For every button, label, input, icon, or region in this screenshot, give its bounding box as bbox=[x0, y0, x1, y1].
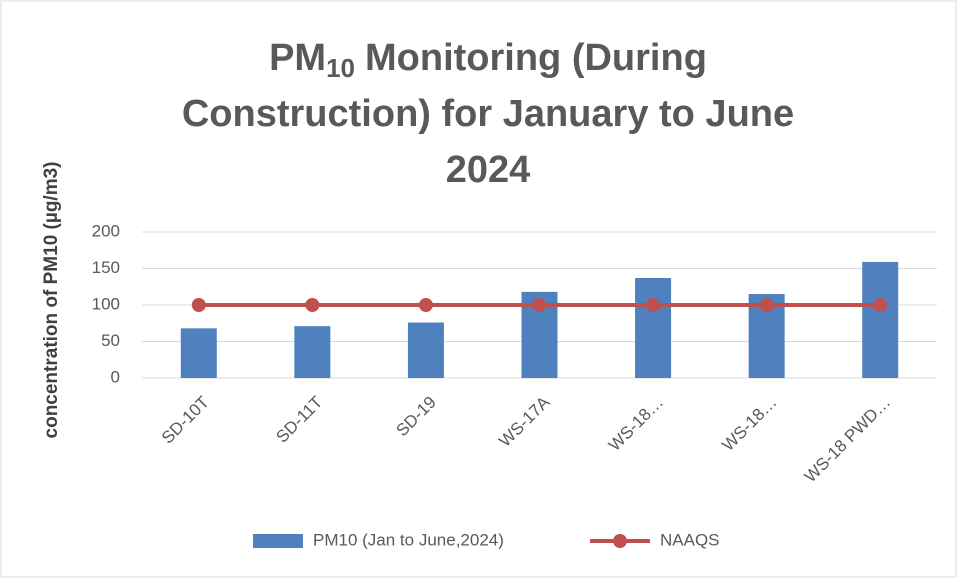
y-tick-label: 200 bbox=[92, 221, 120, 240]
y-tick-label: 50 bbox=[101, 331, 120, 350]
legend-swatch bbox=[613, 534, 627, 548]
bar bbox=[862, 261, 899, 378]
legend-swatch bbox=[253, 534, 303, 548]
y-axis-label: concentration of PM10 (µg/m3) bbox=[41, 162, 62, 439]
bar bbox=[294, 326, 331, 378]
y-tick-label: 0 bbox=[111, 367, 120, 386]
chart-title: 2024 bbox=[446, 149, 531, 191]
marker bbox=[532, 298, 547, 312]
marker bbox=[646, 298, 661, 312]
chart-title: PM10 Monitoring (During bbox=[269, 37, 707, 83]
chart-title: Construction) for January to June bbox=[182, 93, 794, 135]
marker bbox=[759, 298, 774, 312]
y-tick-label: 100 bbox=[92, 294, 120, 313]
marker bbox=[191, 298, 206, 312]
marker bbox=[418, 298, 433, 312]
bar bbox=[407, 322, 444, 378]
legend-label: PM10 (Jan to June,2024) bbox=[313, 530, 504, 549]
bar bbox=[180, 328, 217, 378]
marker bbox=[873, 298, 888, 312]
y-tick-label: 150 bbox=[92, 258, 120, 277]
marker bbox=[305, 298, 320, 312]
bar bbox=[635, 277, 672, 378]
legend-label: NAAQS bbox=[660, 530, 720, 549]
